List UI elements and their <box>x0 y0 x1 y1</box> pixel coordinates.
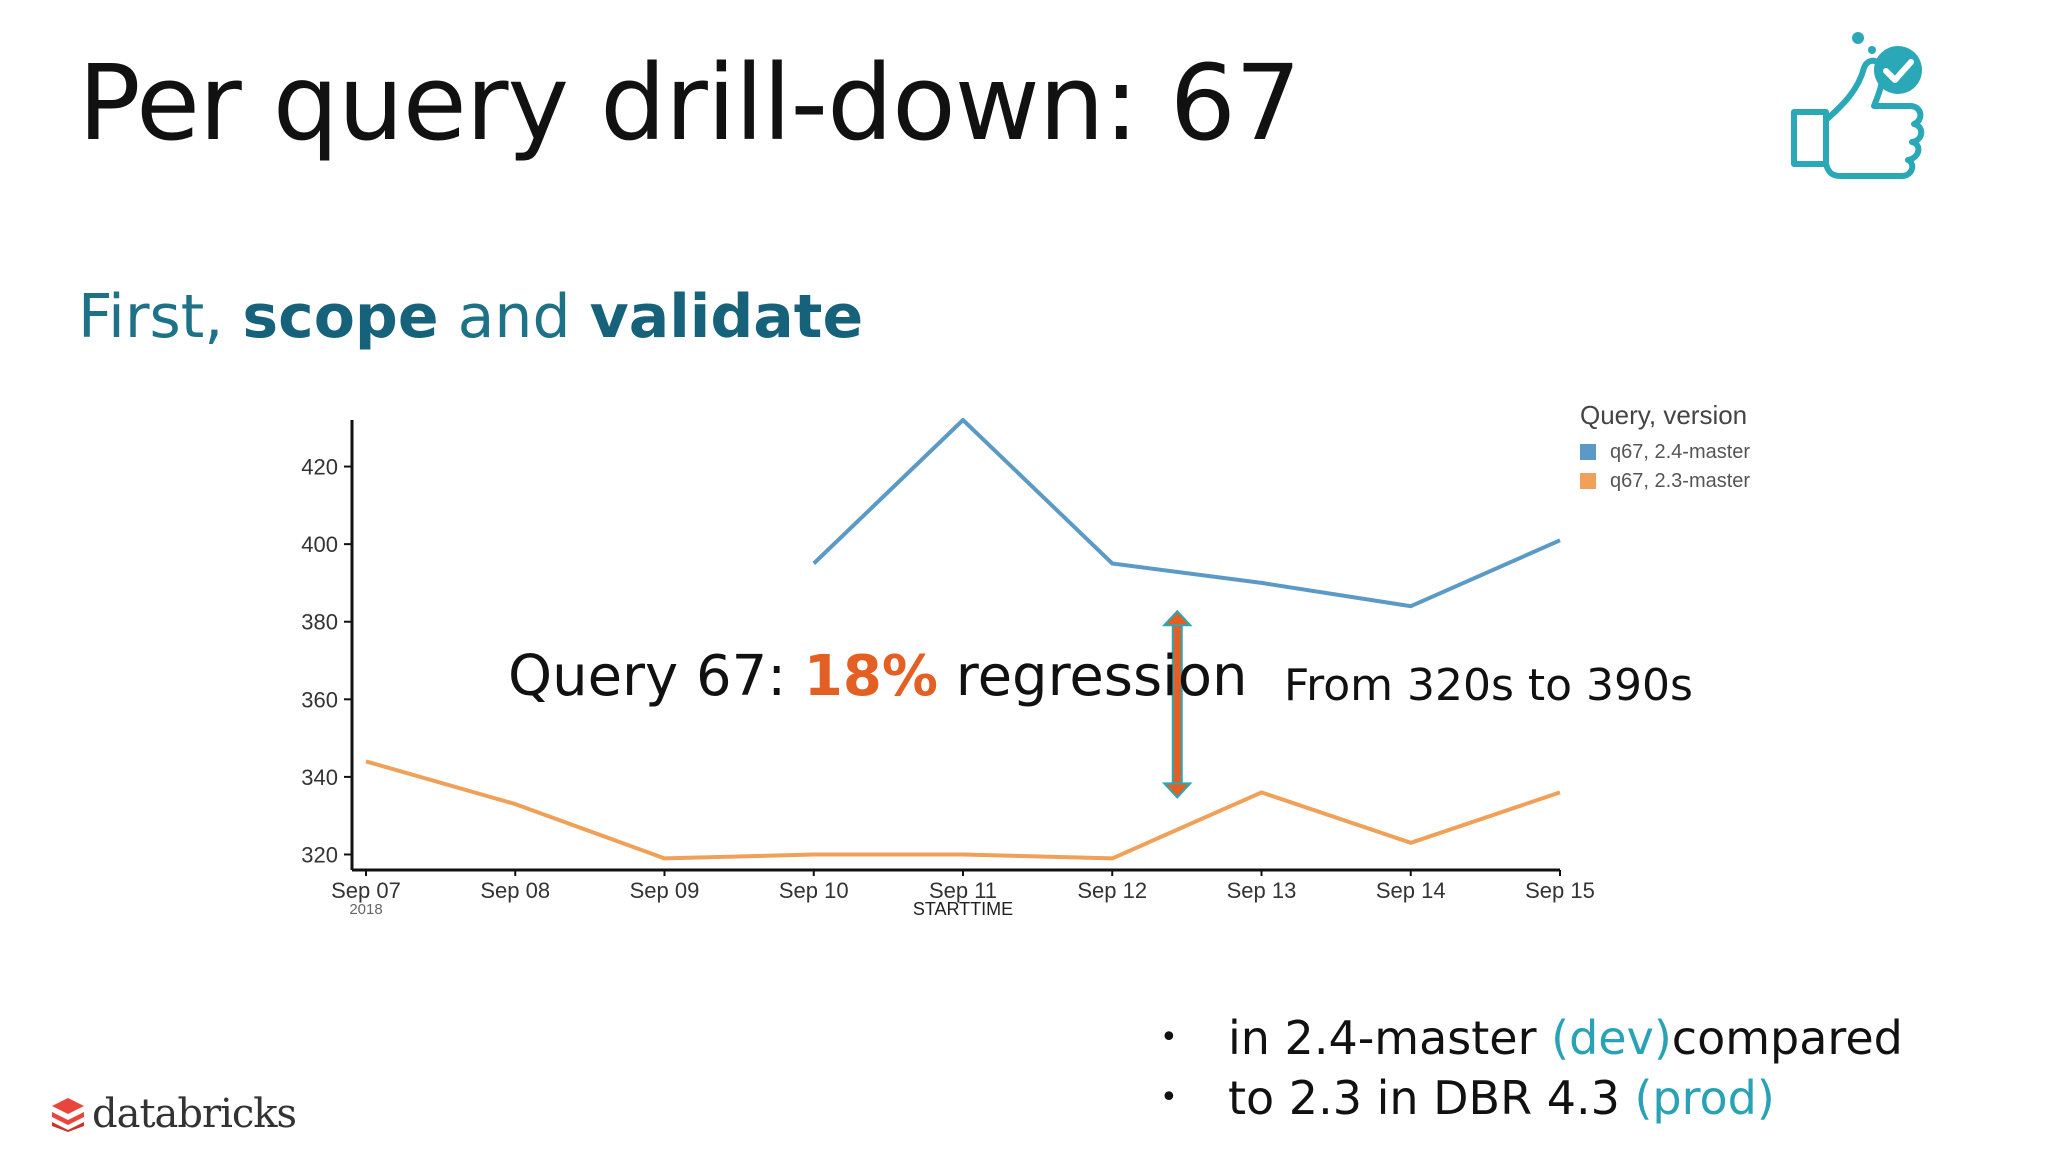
y-tick-label: 340 <box>301 765 338 790</box>
x-axis-label: STARTTIME <box>913 899 1013 919</box>
legend-title: Query, version <box>1580 400 1747 430</box>
legend-entry: q67, 2.4-master <box>1610 441 1750 463</box>
x-axis: Sep 07 Sep 08 Sep 09 Sep 10 Sep 11 Sep 12 Sep … <box>331 868 1595 919</box>
y-tick-label: 420 <box>301 455 338 480</box>
databricks-logo: databricks <box>50 1090 297 1138</box>
y-tick-label: 380 <box>301 610 338 635</box>
from-to-note: From 320s to 390s <box>1284 660 1693 711</box>
legend-entry: q67, 2.3-master <box>1610 470 1750 492</box>
y-tick-label: 400 <box>301 532 338 557</box>
bullet-dot-icon: • <box>1160 1020 1178 1055</box>
bullet-text: to 2.3 in DBR 4.3 <box>1228 1071 1620 1125</box>
bullet-list: • in 2.4-master (dev) compared • to 2.3 … <box>1160 1008 1903 1128</box>
bullet-accent: (prod) <box>1634 1071 1775 1125</box>
x-sublabel: 2018 <box>349 901 382 918</box>
legend-swatch <box>1580 444 1596 460</box>
logo-text: databricks <box>92 1091 297 1137</box>
chart-legend: Query, version q67, 2.4-master q67, 2.3-ma… <box>1580 400 1750 492</box>
slide-title: Per query drill-down: 67 <box>78 42 1301 164</box>
x-tick-label: Sep 13 <box>1227 878 1297 903</box>
bullet-accent: (dev) <box>1551 1011 1672 1065</box>
regression-callout: Query 67: 18% regression <box>508 644 1247 709</box>
arrow-head-up <box>1161 609 1193 627</box>
callout-prefix: Query 67: <box>508 644 804 709</box>
x-tick-label: Sep 14 <box>1376 878 1446 903</box>
y-axis: 320 340 360 380 400 420 <box>301 420 354 870</box>
x-tick-label: Sep 12 <box>1077 878 1147 903</box>
callout-suffix: regression <box>937 644 1248 709</box>
x-tick-label: Sep 11 <box>929 878 997 903</box>
bullet-dot-icon: • <box>1160 1080 1178 1115</box>
databricks-logo-icon <box>52 1098 84 1132</box>
subtitle-scope: scope <box>242 282 439 352</box>
annotation-layer <box>1161 609 1193 799</box>
legend-swatch <box>1580 473 1596 489</box>
x-tick-label: Sep 10 <box>779 878 849 903</box>
subtitle-middle: and <box>438 282 590 352</box>
slide-subtitle: First, scope and validate <box>78 282 863 352</box>
bullet-text: in 2.4-master <box>1228 1011 1537 1065</box>
subtitle-validate: validate <box>589 282 864 352</box>
x-tick-label: Sep 07 <box>331 878 401 903</box>
series-line <box>365 759 1561 861</box>
x-tick-label: Sep 09 <box>630 878 700 903</box>
y-tick-label: 320 <box>301 842 338 867</box>
bullet-text-after: compared <box>1671 1011 1903 1065</box>
bullet-item: • to 2.3 in DBR 4.3 (prod) <box>1160 1068 1903 1128</box>
subtitle-prefix: First, <box>78 282 243 352</box>
bullet-item: • in 2.4-master (dev) compared <box>1160 1008 1903 1068</box>
series-line <box>812 418 1561 609</box>
x-tick-label: Sep 08 <box>480 878 550 903</box>
y-tick-label: 360 <box>301 687 338 712</box>
series-layer <box>365 418 1561 861</box>
regression-percent: 18% <box>803 644 938 709</box>
x-tick-label: Sep 15 <box>1525 878 1595 903</box>
arrow-head-down <box>1161 782 1193 799</box>
thumbs-up-check-icon <box>1791 32 1925 179</box>
